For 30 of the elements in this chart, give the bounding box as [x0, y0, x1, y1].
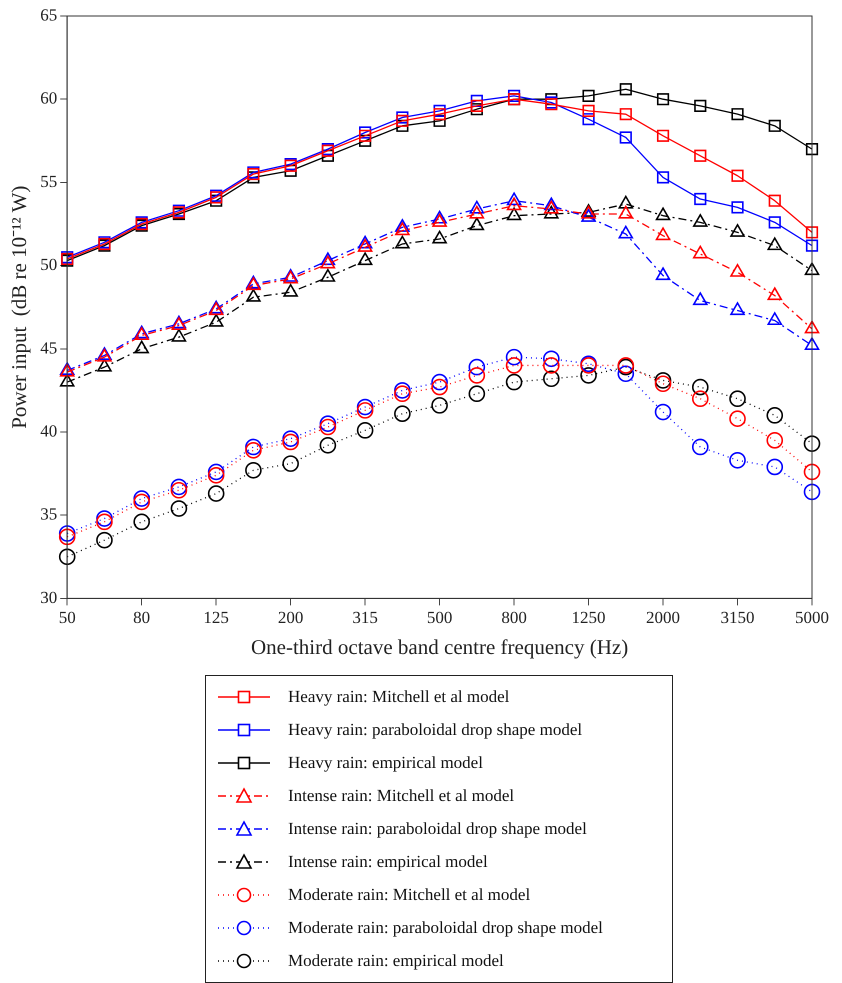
legend-label: Intense rain: empirical model: [288, 852, 488, 872]
x-tick-label: 1250: [572, 608, 606, 628]
x-tick-label: 5000: [795, 608, 829, 628]
x-axis-title: One-third octave band centre frequency (Hz): [250, 634, 628, 659]
x-tick-label: 800: [501, 608, 527, 628]
y-tick-label: 50: [40, 255, 58, 274]
x-tick-label: 315: [352, 608, 378, 628]
y-tick-label: 45: [40, 338, 58, 358]
y-axis-title: Power input (dB re 10⁻¹² W): [7, 186, 32, 429]
y-tick-label: 35: [40, 504, 58, 524]
legend-label: Heavy rain: Mitchell et al model: [288, 686, 510, 706]
legend-label: Moderate rain: paraboloidal drop shape model: [288, 918, 603, 938]
legend-label: Intense rain: Mitchell et al model: [288, 786, 514, 806]
x-tick-label: 200: [278, 608, 304, 628]
legend-label: Moderate rain: empirical model: [288, 950, 504, 970]
y-tick-label: 65: [40, 5, 58, 24]
legend-label: Heavy rain: paraboloidal drop shape model: [288, 720, 582, 740]
legend-label: Intense rain: paraboloidal drop shape model: [288, 818, 587, 838]
legend-label: Moderate rain: Mitchell et al model: [288, 884, 530, 904]
y-tick-label: 55: [40, 172, 58, 191]
x-tick-label: 125: [203, 608, 229, 628]
x-tick-label: 2000: [646, 608, 680, 628]
legend-label: Heavy rain: empirical model: [288, 752, 483, 772]
y-tick-label: 30: [40, 588, 58, 607]
x-tick-label: 3150: [720, 608, 755, 628]
x-tick-label: 500: [426, 608, 452, 628]
x-tick-label: 50: [58, 608, 76, 628]
y-tick-label: 40: [40, 421, 58, 440]
x-tick-label: 80: [133, 608, 150, 628]
y-tick-label: 60: [40, 88, 58, 108]
